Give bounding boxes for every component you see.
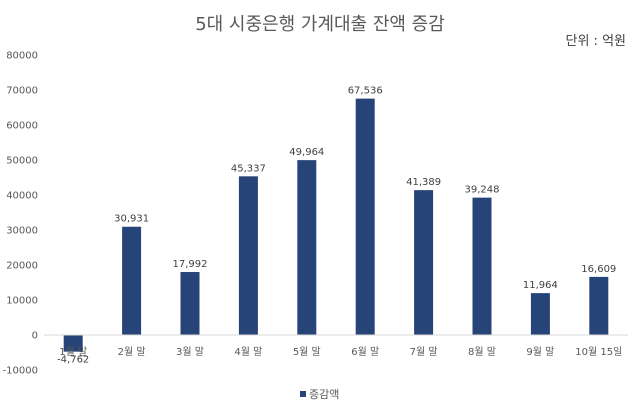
y-tick-label: 0: [32, 331, 38, 342]
data-label: 11,964: [523, 280, 558, 291]
x-category-label: 8월 말: [468, 346, 496, 358]
x-axis: 1월 말 2월 말 3월 말 4월 말 5월 말 6월 말 7월 말 8월 말 9월 말 10월 …: [59, 346, 622, 358]
data-label: 67,536: [348, 86, 383, 97]
bar: [180, 272, 200, 335]
unit-label: 단위 : 억원: [565, 34, 627, 49]
y-tick-label: 10000: [6, 296, 38, 307]
chart-title: 5대 시중은행 가계대출 잔액 증감: [195, 14, 445, 35]
x-category-label: 10월 15일: [575, 346, 622, 358]
y-tick-label: 60000: [6, 121, 38, 132]
legend-swatch: [300, 391, 306, 397]
bar: [589, 276, 609, 335]
legend-label: 증감액: [309, 388, 339, 401]
y-tick-label: 20000: [6, 261, 38, 272]
y-tick-label: 50000: [6, 156, 38, 167]
data-label: -4,762: [57, 355, 89, 366]
bar: [414, 190, 434, 335]
data-label: 30,931: [114, 214, 149, 225]
y-tick-label: 40000: [6, 191, 38, 202]
x-category-label: 3월 말: [176, 346, 204, 358]
value-labels: -4,762 30,931 17,992 45,337 49,964 67,536 41,3…: [57, 86, 616, 366]
data-label: 45,337: [231, 163, 266, 174]
bar: [472, 197, 492, 335]
bar: [355, 98, 375, 336]
bar: [63, 335, 83, 352]
y-tick-label: -10000: [3, 366, 38, 377]
bar: [530, 293, 550, 335]
x-category-label: 4월 말: [234, 346, 262, 358]
data-label: 39,248: [465, 185, 500, 196]
data-label: 41,389: [406, 177, 441, 188]
data-label: 49,964: [289, 147, 324, 158]
bar: [122, 226, 142, 335]
data-label: 16,609: [581, 264, 616, 275]
y-tick-label: 80000: [6, 51, 38, 62]
x-category-label: 2월 말: [118, 346, 146, 358]
bar: [238, 176, 258, 335]
x-category-label: 1월 말: [59, 346, 87, 358]
bars: [63, 98, 609, 352]
x-category-label: 9월 말: [526, 346, 554, 358]
data-label: 17,992: [173, 259, 208, 270]
y-axis: -10000 0 10000 20000 30000 40000 50000 60000 700…: [3, 51, 38, 377]
y-tick-label: 30000: [6, 226, 38, 237]
legend: 증감액: [300, 388, 339, 401]
x-category-label: 7월 말: [410, 346, 438, 358]
x-category-label: 6월 말: [351, 346, 379, 358]
x-category-label: 5월 말: [293, 346, 321, 358]
bar: [297, 160, 317, 335]
y-tick-label: 70000: [6, 86, 38, 97]
